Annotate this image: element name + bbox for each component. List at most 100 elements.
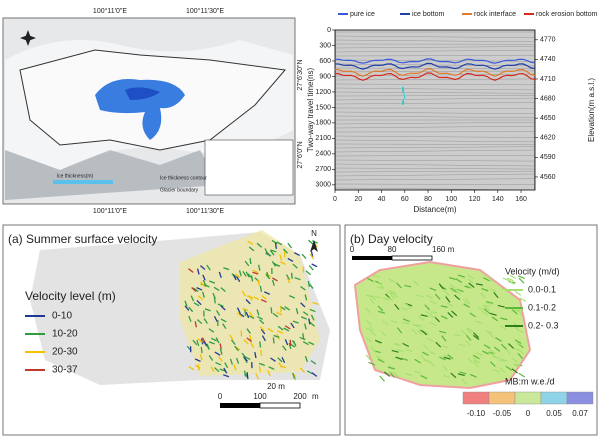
arrow: [365, 320, 373, 326]
arrow: [192, 339, 198, 346]
arrow: [274, 263, 281, 267]
arrow: [457, 373, 465, 377]
arrow: [402, 342, 410, 348]
arrow: [472, 356, 479, 363]
arrow: [443, 356, 451, 360]
arrow: [208, 280, 216, 284]
north-arrow: [310, 240, 318, 252]
arrow: [292, 263, 298, 269]
y-tick-label: 2100: [315, 135, 331, 142]
x-tick-label: 120: [469, 196, 481, 203]
scale-text: 0: [218, 392, 223, 401]
reflection: [334, 163, 536, 167]
arrow: [229, 358, 233, 365]
arrow: [396, 348, 404, 353]
reflection: [334, 149, 536, 153]
arrow: [249, 334, 252, 341]
arrow: [265, 252, 272, 257]
y-tick-label: 900: [319, 73, 331, 80]
arrow: [395, 356, 403, 361]
arrow: [214, 367, 220, 373]
arrow: [380, 330, 387, 337]
arrow: [288, 342, 292, 350]
arrow: [371, 346, 377, 353]
arrow: [245, 271, 250, 278]
arrow: [219, 343, 222, 350]
arrow: [372, 274, 380, 278]
arrow: [223, 367, 228, 374]
lon-label: 100°11'30"E: [186, 7, 224, 15]
arrow: [483, 308, 491, 314]
arrow: [486, 301, 494, 304]
arrow: [242, 356, 248, 362]
arrow: [259, 319, 265, 325]
arrow: [235, 273, 241, 279]
arrow: [394, 303, 400, 311]
interface-line: [334, 68, 536, 77]
reflection: [334, 173, 536, 177]
arrow: [199, 265, 206, 271]
colorbar-label: 0.07: [572, 409, 588, 418]
arrow: [483, 277, 490, 282]
arrow: [481, 350, 489, 355]
arrow: [518, 277, 525, 284]
arrow: [382, 297, 390, 301]
arrow: [511, 309, 518, 315]
reflection: [334, 170, 536, 173]
y-tick-label: 1200: [315, 89, 331, 96]
arrow: [260, 298, 267, 303]
arrow: [443, 354, 451, 359]
arrow: [201, 337, 206, 344]
scale-text: m: [312, 392, 319, 401]
arrow: [282, 248, 289, 254]
reflection: [334, 122, 536, 125]
panel-title: (a) Summer surface velocity: [8, 232, 157, 246]
legend: 0-10 10-20 20-30 30-37: [25, 311, 78, 376]
colorbar-cell: [514, 391, 542, 405]
arrow: [257, 279, 261, 286]
y2-tick-label: 4650: [540, 115, 556, 122]
arrow: [443, 289, 450, 296]
legend-text: Ice thickness(m): [57, 173, 94, 179]
scale-text: 20 m: [267, 382, 285, 391]
arrow: [258, 362, 265, 366]
arrow: [498, 359, 506, 362]
arrow: [206, 343, 210, 350]
reflection: [334, 146, 536, 149]
arrow: [505, 348, 512, 354]
legend-text: 30-37: [52, 365, 78, 376]
arrow: [465, 340, 471, 347]
colorbar-label: 0.05: [546, 409, 562, 418]
y2-tick-label: 4680: [540, 95, 556, 102]
arrow: [464, 285, 472, 289]
arrow: [197, 295, 204, 301]
reflection: [334, 78, 536, 81]
arrow: [309, 308, 316, 313]
arrow: [258, 366, 262, 373]
y2-tick-label: 4620: [540, 135, 556, 142]
arrow: [218, 271, 222, 278]
arrow: [272, 277, 278, 282]
arrow: [467, 278, 474, 285]
arrow: [454, 288, 462, 293]
lat-label: 27°6'30"N: [296, 59, 304, 90]
arrow: [448, 287, 455, 293]
arrow: [415, 323, 423, 327]
arrow: [260, 349, 263, 356]
arrow: [270, 307, 273, 314]
arrow: [373, 295, 381, 299]
arrow: [377, 358, 385, 363]
arrow: [236, 307, 241, 314]
arrow: [465, 283, 472, 289]
arrow: [421, 329, 428, 336]
arrow: [508, 343, 515, 349]
arrow: [428, 315, 436, 319]
arrow: [404, 284, 412, 288]
arrow: [481, 288, 489, 292]
velocity-arrows: [364, 274, 527, 385]
arrow: [502, 277, 510, 282]
lon-label: 100°11'0"E: [93, 7, 127, 15]
reflection: [334, 143, 536, 145]
arrow: [405, 303, 411, 310]
arrow: [208, 355, 214, 361]
